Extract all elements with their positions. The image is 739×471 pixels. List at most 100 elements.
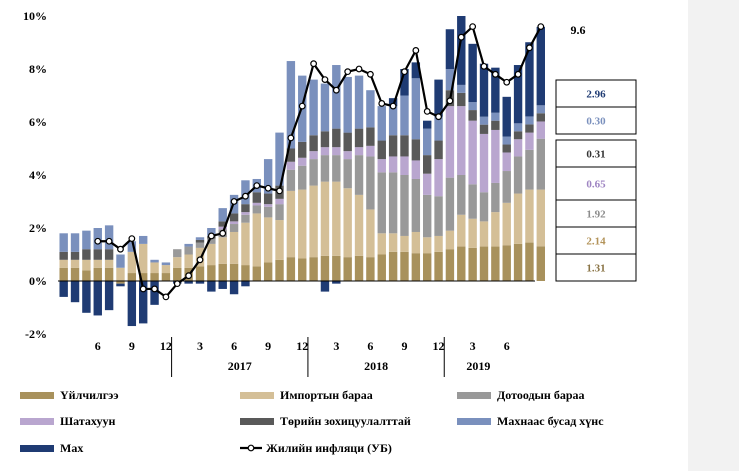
inflation-point — [480, 62, 488, 70]
inflation-point — [526, 44, 533, 52]
bar-segment-6-29 — [388, 98, 398, 107]
bar-segment-0-22 — [309, 257, 318, 281]
bar-segment-0-1 — [70, 267, 80, 281]
bar-segment-1-36 — [468, 218, 477, 248]
breakdown-value: 1.92 — [586, 209, 606, 221]
bar-segment-1-18 — [263, 217, 273, 263]
bar-segment-2-40 — [513, 156, 523, 194]
bar-segment-3-38 — [491, 129, 500, 183]
x-tick-label: 6 — [367, 339, 373, 353]
bar-segment-5-23 — [320, 83, 330, 132]
bar-segment-4-26 — [354, 128, 364, 148]
bar-segment-1-32 — [423, 237, 432, 254]
bar-segment-0-19 — [275, 259, 284, 281]
bar-segment-3-36 — [468, 120, 477, 185]
bar-segment-4-14 — [218, 221, 227, 227]
legend-swatch — [20, 392, 54, 399]
bar-segment-3-27 — [366, 145, 375, 157]
bar-segment-4-35 — [457, 92, 466, 107]
bar-segment-5-14 — [218, 208, 227, 222]
bar-segment-0-10 — [173, 267, 182, 281]
x-tick-label: 6 — [231, 339, 237, 353]
bar-segment-5-19 — [275, 132, 284, 186]
bar-segment-1-16 — [241, 222, 250, 266]
bar-segment-5-5 — [116, 254, 125, 268]
bar-segment-3-19 — [275, 198, 284, 205]
bar-segment-4-28 — [377, 140, 386, 160]
bar-segment-1-29 — [388, 233, 398, 252]
bar-segment-0-29 — [388, 251, 398, 281]
bar-segment-0-14 — [218, 263, 227, 281]
x-tick-label: 6 — [504, 339, 510, 353]
bar-segment-5-36 — [468, 102, 477, 111]
bar-segment-3-37 — [479, 133, 489, 193]
bar-segment-0-37 — [479, 246, 489, 281]
bar-segment-0-18 — [263, 262, 273, 281]
bar-segment-5-1 — [70, 233, 80, 252]
bar-segment-6-6 — [127, 281, 137, 327]
bar-segment-6-42 — [536, 26, 545, 106]
bar-segment-0-5 — [116, 281, 125, 284]
end-value-label: 9.6 — [571, 23, 586, 37]
bar-segment-3-16 — [241, 212, 250, 215]
inflation-point — [94, 237, 102, 245]
bar-segment-5-8 — [150, 259, 159, 263]
bar-segment-0-3 — [93, 267, 102, 281]
x-tick-label: 3 — [470, 339, 476, 353]
x-tick-label: 12 — [296, 339, 308, 353]
legend-swatch — [20, 445, 54, 452]
bar-segment-4-32 — [423, 155, 432, 174]
legend-label: Мах — [60, 441, 83, 455]
bar-segment-4-37 — [479, 124, 489, 134]
bar-segment-5-24 — [332, 65, 341, 129]
bar-segment-1-38 — [491, 212, 500, 247]
breakdown-box — [555, 226, 637, 255]
bar-segment-2-30 — [400, 175, 409, 236]
bar-segment-2-33 — [434, 196, 443, 236]
bar-segment-4-3 — [93, 249, 102, 260]
x-tick-label: 9 — [401, 339, 407, 353]
inflation-point — [503, 78, 511, 86]
inflation-point — [412, 47, 420, 54]
inflation-point — [389, 102, 397, 110]
bar-segment-2-36 — [468, 184, 477, 219]
bar-segment-6-36 — [468, 43, 477, 103]
bar-segment-5-32 — [423, 128, 432, 156]
y-tick-label: 8% — [29, 62, 47, 76]
inflation-point — [276, 187, 283, 195]
bar-segment-0-9 — [161, 273, 171, 281]
side-panel — [688, 0, 739, 471]
bar-segment-6-15 — [229, 281, 239, 295]
bar-segment-2-11 — [184, 246, 193, 255]
bar-segment-1-2 — [82, 259, 91, 271]
bar-segment-0-24 — [332, 255, 341, 281]
inflation-point — [185, 272, 193, 280]
bar-segment-5-39 — [502, 136, 511, 145]
breakdown-value: 1.31 — [586, 263, 605, 275]
bar-segment-5-12 — [195, 237, 205, 240]
inflation-point — [469, 23, 477, 31]
bar-segment-6-24 — [332, 281, 341, 284]
bar-segment-4-31 — [411, 139, 421, 161]
bar-segment-1-37 — [479, 221, 489, 247]
bar-segment-2-12 — [195, 242, 205, 248]
inflation-point — [298, 102, 306, 110]
bar-segment-1-9 — [161, 265, 171, 274]
bar-segment-1-30 — [400, 235, 409, 252]
bar-segment-5-28 — [377, 106, 386, 141]
bar-segment-3-39 — [502, 152, 511, 172]
bar-segment-2-23 — [320, 155, 330, 182]
bar-segment-2-19 — [275, 204, 284, 221]
inflation-point — [401, 68, 408, 76]
bar-segment-4-0 — [59, 251, 68, 260]
bar-segment-3-26 — [354, 147, 364, 156]
bar-segment-0-20 — [286, 257, 296, 281]
stacked-bars — [59, 16, 545, 327]
bar-segment-2-10 — [173, 249, 182, 258]
bar-segment-3-28 — [377, 159, 386, 173]
bar-segment-1-25 — [343, 188, 352, 258]
bar-segment-2-17 — [252, 205, 261, 214]
bar-segment-1-13 — [207, 243, 216, 266]
bar-segment-4-2 — [82, 249, 91, 260]
